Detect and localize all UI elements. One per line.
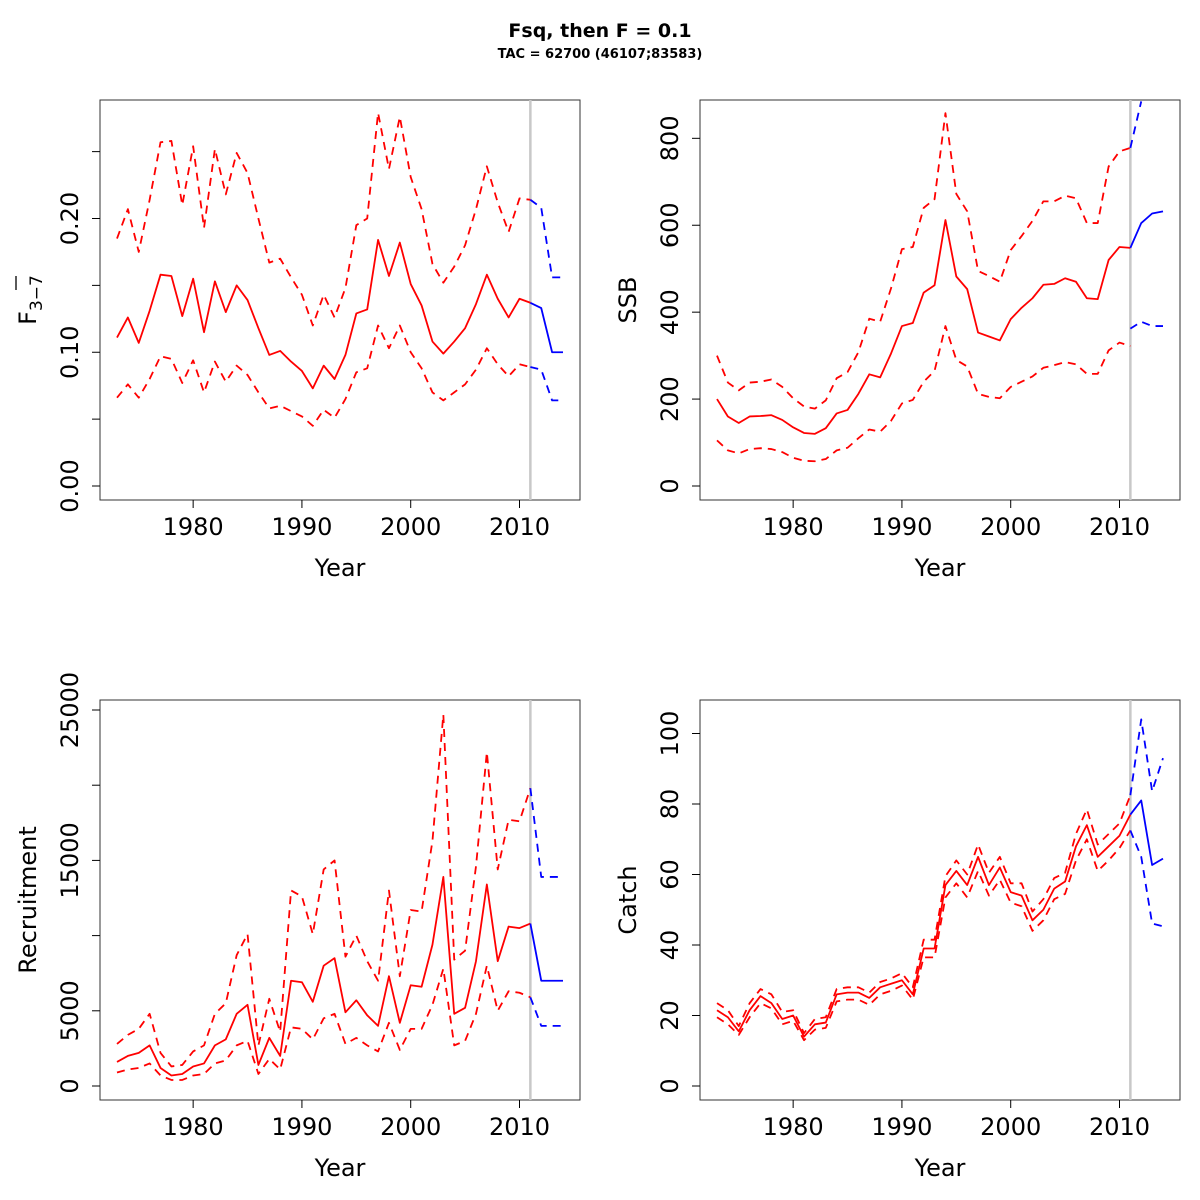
y-tick-label: 5000 <box>56 980 84 1041</box>
y-tick-label: 0.00 <box>56 459 84 512</box>
y-axis-label: Recruitment <box>14 826 42 973</box>
series-history-dashed-1 <box>716 794 1132 1035</box>
y-tick-label: 600 <box>656 202 684 248</box>
series-history-dashed-1 <box>716 112 1131 410</box>
x-tick-label: 2010 <box>1089 1113 1150 1141</box>
series-projection-dashed-4 <box>1129 101 1143 149</box>
chart-panel-catch: 1980 1990 2000 2010 0 20 40 60 80 100 Year Catch <box>614 699 1181 1182</box>
series-projection-solid-3 <box>529 301 563 354</box>
plot-frame <box>99 699 581 1101</box>
x-axis-label: Year <box>314 1154 366 1182</box>
plot-frame <box>699 699 1181 1101</box>
series-projection-solid-3 <box>1129 210 1164 249</box>
x-tick-label: 2010 <box>489 1113 550 1141</box>
y-axis-label: Catch <box>614 865 642 934</box>
y-tick-label: 80 <box>656 789 684 820</box>
plot-frame <box>99 99 581 501</box>
series-history-solid-0 <box>716 219 1131 435</box>
y-tick-label: 40 <box>656 930 684 961</box>
series-projection-dashed-5 <box>1129 830 1164 928</box>
series-projection-dashed-4 <box>529 788 563 878</box>
series-projection-solid-3 <box>529 923 563 982</box>
x-tick-label: 1980 <box>763 513 824 541</box>
series-history-dashed-2 <box>116 964 531 1081</box>
y-axis-label-text: F <box>14 311 42 325</box>
chart-panel-ssb: 1980 1990 2000 2010 0 200 400 600 800 Year SSB <box>614 99 1181 582</box>
x-axis-label: Year <box>314 554 366 582</box>
series-history-dashed-1 <box>116 713 532 1068</box>
series-projection-dashed-4 <box>529 199 563 279</box>
y-tick-label: 0.10 <box>56 326 84 379</box>
series-projection-solid-3 <box>1129 799 1164 866</box>
y-tick-label: 60 <box>656 859 684 890</box>
series-projection-dashed-5 <box>530 366 563 402</box>
x-tick-label: 1980 <box>163 513 224 541</box>
x-tick-label: 1980 <box>763 1113 824 1141</box>
series-history-dashed-2 <box>716 325 1131 463</box>
y-tick-label: 0 <box>656 1078 684 1093</box>
x-tick-label: 2000 <box>980 1113 1041 1141</box>
y-axis-label: SSB <box>614 277 642 324</box>
chart-panel-fbar: 1980 1990 2000 2010 0.00 0.10 0.20 Year F3−7 <box>14 99 581 582</box>
figure-title: Fsq, then F = 0.1 <box>508 20 692 42</box>
figure-subtitle: TAC = 62700 (46107;83583) <box>497 47 703 62</box>
y-axis-label: F3−7 <box>14 275 47 325</box>
plot-frame <box>699 99 1181 501</box>
x-tick-label: 1990 <box>871 1113 932 1141</box>
series-history-solid-0 <box>716 814 1132 1038</box>
y-tick-label: 100 <box>656 711 684 757</box>
x-tick-label: 2010 <box>1089 513 1150 541</box>
y-tick-label: 200 <box>656 376 684 422</box>
series-projection-dashed-4 <box>1129 718 1164 796</box>
x-tick-label: 2000 <box>380 1113 441 1141</box>
y-tick-label: 0.20 <box>56 192 84 245</box>
series-history-dashed-2 <box>716 829 1132 1042</box>
y-tick-label: 400 <box>656 289 684 335</box>
x-tick-label: 1980 <box>163 1113 224 1141</box>
x-axis-label: Year <box>914 1154 966 1182</box>
series-projection-dashed-5 <box>1129 320 1163 330</box>
y-axis-label-text: Catch <box>614 865 642 934</box>
x-tick-label: 1990 <box>271 1113 332 1141</box>
y-tick-label: 25000 <box>56 672 84 748</box>
y-tick-label: 0 <box>656 478 684 493</box>
series-history-solid-0 <box>116 876 531 1077</box>
y-tick-label: 15000 <box>56 822 84 898</box>
y-tick-label: 0 <box>56 1078 84 1093</box>
x-tick-label: 2010 <box>489 513 550 541</box>
x-axis-label: Year <box>914 554 966 582</box>
y-axis-label-text: Recruitment <box>14 826 42 973</box>
x-tick-label: 1990 <box>871 513 932 541</box>
series-history-dashed-1 <box>116 111 531 327</box>
y-axis-label-text: SSB <box>614 277 642 324</box>
y-tick-label: 800 <box>656 115 684 161</box>
chart-panel-recruitment: 1980 1990 2000 2010 0 5000 15000 25000 Year Recru… <box>14 672 581 1182</box>
x-tick-label: 2000 <box>980 513 1041 541</box>
x-tick-label: 2000 <box>380 513 441 541</box>
series-history-dashed-2 <box>116 324 531 427</box>
series-projection-dashed-5 <box>529 996 563 1027</box>
y-axis-label-subscript: 3−7 <box>27 275 47 311</box>
y-tick-label: 20 <box>656 1000 684 1031</box>
x-tick-label: 1990 <box>271 513 332 541</box>
series-history-solid-0 <box>116 238 531 390</box>
